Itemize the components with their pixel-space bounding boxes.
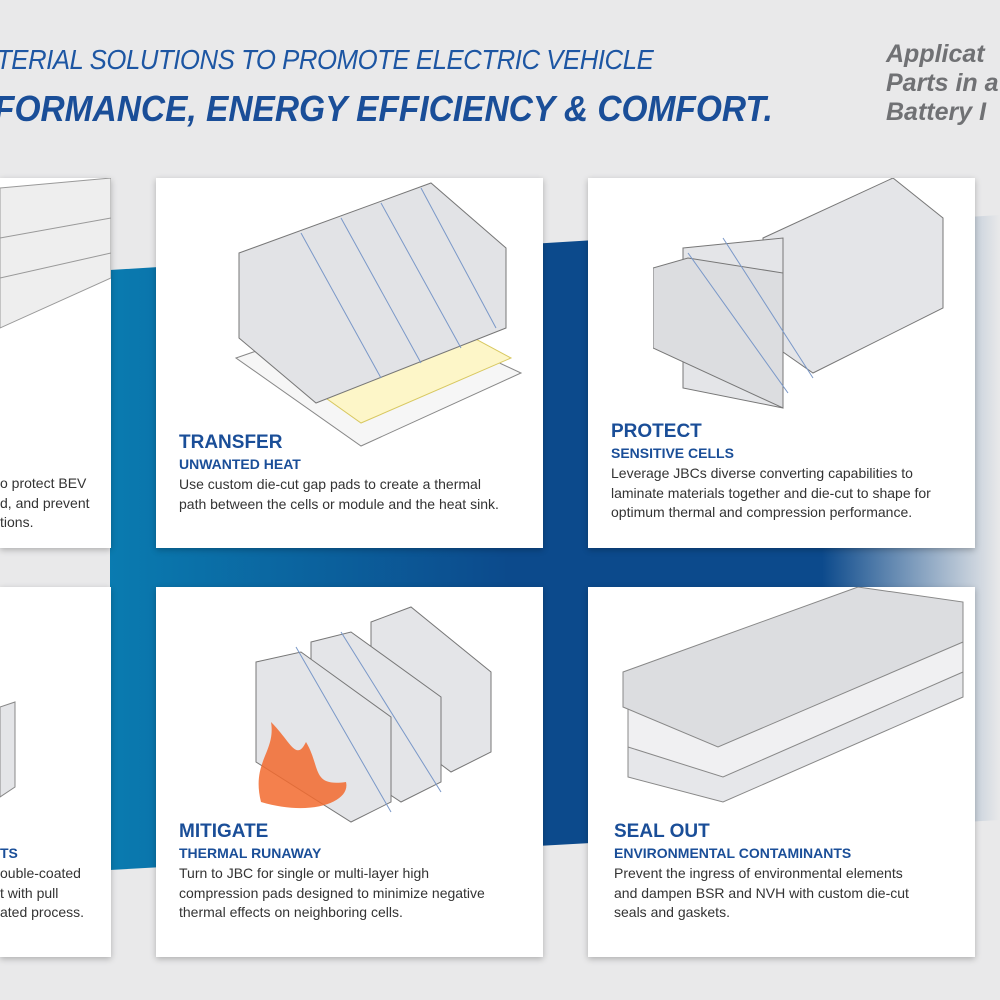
body-line: Prevent the ingress of environmental ele… (614, 865, 903, 881)
body-line: optimum thermal and compression performa… (611, 504, 913, 520)
headline-line-1: TERIAL SOLUTIONS TO PROMOTE ELECTRIC VEH… (0, 44, 654, 75)
body-line: ated process. (0, 904, 85, 920)
card-left-bottom: TS ouble-coated t with pull ated process… (0, 587, 111, 957)
body-line: Leverage JBCs diverse converting capabil… (611, 465, 913, 481)
headline-line-2: FORMANCE, ENERGY EFFICIENCY & COMFORT. (0, 88, 773, 129)
thermal-runaway-cells-illustration (255, 606, 492, 823)
laminated-cells-illustration (653, 178, 944, 409)
body-line: Turn to JBC for single or multi-layer hi… (179, 865, 430, 881)
body-line: compression pads designed to minimize ne… (179, 884, 485, 901)
card-body: Use custom die-cut gap pads to create a … (179, 475, 499, 514)
body-line: d, and prevent (0, 494, 90, 511)
battery-enclosure-gasket-illustration (622, 587, 964, 803)
card-body: Leverage JBCs diverse converting capabil… (611, 464, 931, 523)
body-line: path between the cells or module and the… (179, 495, 499, 512)
card-title: TRANSFER (179, 432, 283, 453)
body-line: ouble-coated (0, 865, 81, 881)
card-seal-out: SEAL OUT ENVIRONMENTAL CONTAMINANTS Prev… (588, 587, 975, 957)
card-subtitle: THERMAL RUNAWAY (179, 845, 322, 861)
card-left-top: o protect BEV d, and prevent tions. (0, 178, 111, 548)
card-title: MITIGATE (179, 821, 269, 842)
body-line: laminate materials together and die-cut … (611, 484, 931, 501)
cell-illustration (0, 701, 16, 798)
body-line: o protect BEV (0, 475, 87, 491)
card-body: o protect BEV d, and prevent tions. (0, 474, 90, 533)
card-body: Turn to JBC for single or multi-layer hi… (179, 864, 485, 923)
body-line: thermal effects on neighboring cells. (179, 904, 403, 920)
card-mitigate: MITIGATE THERMAL RUNAWAY Turn to JBC for… (156, 587, 543, 957)
battery-tray-illustration (0, 178, 111, 329)
body-line: seals and gaskets. (614, 904, 730, 920)
body-line: Use custom die-cut gap pads to create a … (179, 476, 481, 492)
body-line: and dampen BSR and NVH with custom die-c… (614, 884, 909, 901)
card-subtitle: UNWANTED HEAT (179, 456, 301, 472)
side-line: Parts in a (886, 69, 999, 97)
card-body: ouble-coated t with pull ated process. (0, 864, 84, 923)
flame-icon (258, 722, 347, 809)
card-title: SEAL OUT (614, 821, 710, 842)
cell-stack-gap-pad-illustration (234, 182, 523, 447)
card-subtitle: ENVIRONMENTAL CONTAMINANTS (614, 845, 852, 861)
body-line: tions. (0, 514, 34, 530)
card-transfer: TRANSFER UNWANTED HEAT Use custom die-cu… (156, 178, 543, 548)
side-line: Applicat (886, 40, 985, 68)
side-heading: Applicat Parts in a Battery I (886, 40, 999, 127)
card-subtitle: SENSITIVE CELLS (611, 445, 734, 461)
body-line: t with pull (0, 884, 59, 901)
side-line: Battery I (886, 98, 987, 126)
card-body: Prevent the ingress of environmental ele… (614, 864, 909, 923)
card-protect: PROTECT SENSITIVE CELLS Leverage JBCs di… (588, 178, 975, 548)
card-title: PROTECT (611, 421, 702, 442)
card-subtitle: TS (0, 845, 18, 861)
